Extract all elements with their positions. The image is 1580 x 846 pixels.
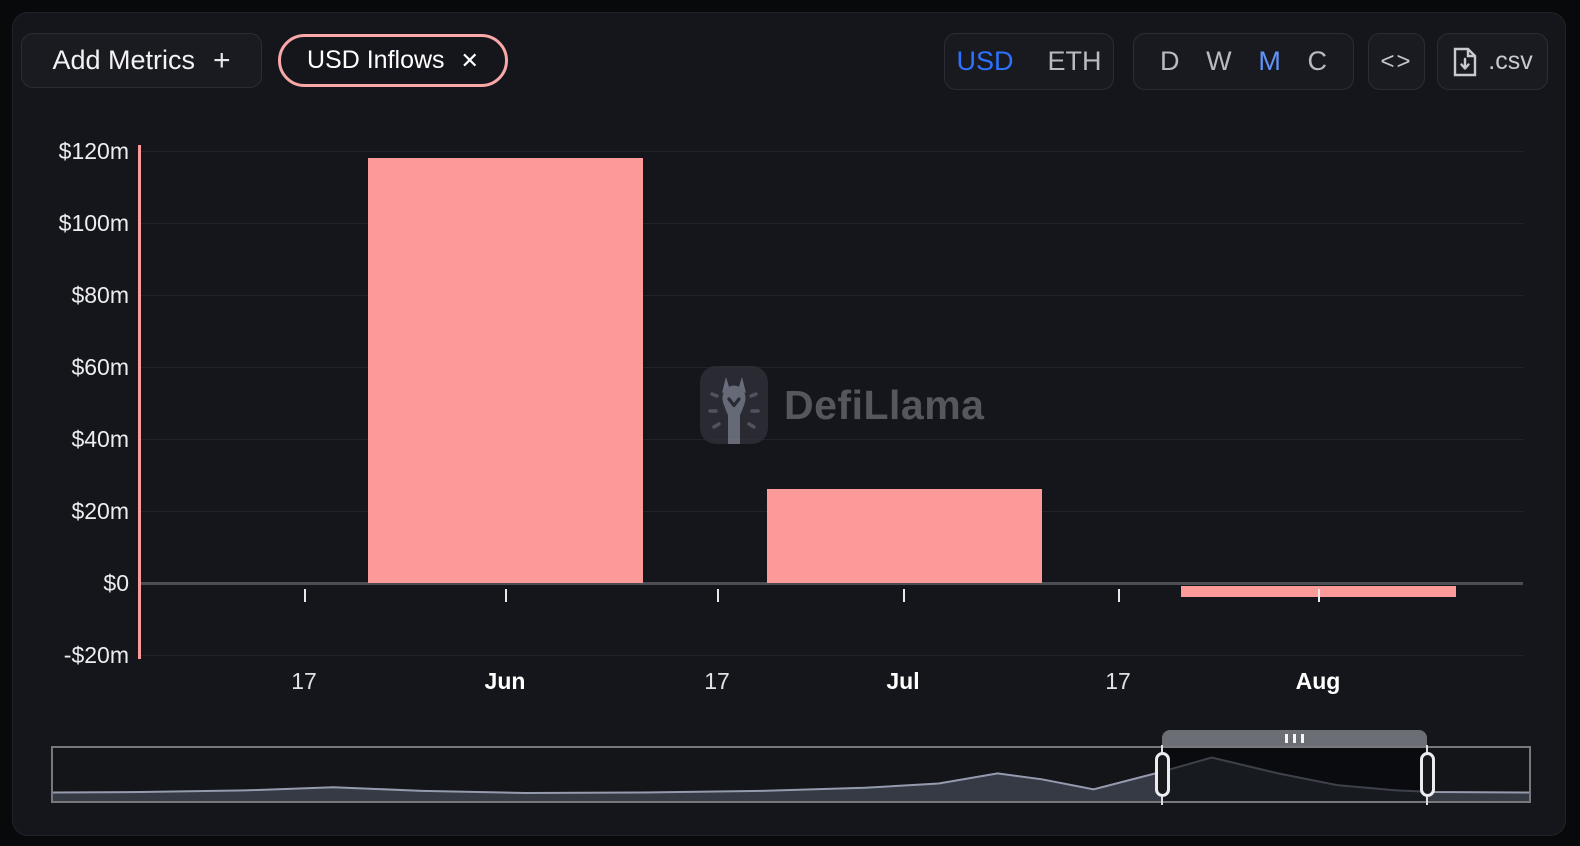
download-csv-button[interactable]: .csv (1437, 33, 1548, 90)
x-axis-label: 17 (704, 668, 730, 694)
metric-pill-label: USD Inflows (307, 46, 445, 74)
watermark-text: DefiLlama (784, 381, 985, 428)
watermark: DefiLlama (700, 366, 984, 444)
x-axis-tick (903, 589, 905, 602)
gridline (140, 655, 1523, 656)
y-axis-label: $0 (103, 570, 129, 596)
gridline (140, 151, 1523, 152)
y-axis-label: $120m (58, 138, 129, 164)
y-axis-label: $20m (71, 498, 129, 524)
datazoom-right-handle[interactable] (1419, 752, 1435, 797)
close-icon[interactable]: ✕ (460, 47, 479, 73)
y-axis-line (138, 145, 141, 659)
y-axis-label: $40m (71, 426, 129, 452)
y-axis-label: $80m (71, 282, 129, 308)
gridline (140, 367, 1523, 368)
interval-day-button[interactable]: D (1160, 46, 1180, 76)
datazoom-left-handle[interactable] (1154, 752, 1170, 797)
x-axis-label: Aug (1295, 668, 1341, 694)
interval-week-button[interactable]: W (1206, 46, 1232, 76)
metric-pill-usd-inflows[interactable]: USD Inflows ✕ (278, 34, 508, 87)
x-axis-tick (304, 589, 306, 602)
code-brackets-icon: <> (1380, 47, 1413, 75)
x-axis-label: Jun (484, 668, 526, 694)
currency-eth-button[interactable]: ETH (1047, 46, 1102, 76)
x-axis-tick (505, 589, 507, 602)
interval-cumulative-button[interactable]: C (1307, 46, 1328, 76)
x-axis-tick (1318, 589, 1320, 602)
bar-jun (367, 158, 643, 583)
gridline (140, 223, 1523, 224)
x-axis-tick (717, 589, 719, 602)
interval-month-button[interactable]: M (1258, 46, 1281, 76)
embed-code-button[interactable]: <> (1368, 33, 1425, 90)
bar-jul (766, 489, 1042, 583)
currency-toggle: USD ETH (944, 33, 1114, 90)
currency-usd-button[interactable]: USD (956, 46, 1014, 76)
x-axis-zero-line (140, 582, 1523, 585)
chart-panel (12, 12, 1566, 836)
x-axis-label: 17 (1105, 668, 1131, 694)
plus-icon: + (213, 43, 231, 77)
add-metrics-label: Add Metrics (52, 45, 195, 75)
x-axis-label: Jul (886, 668, 920, 694)
add-metrics-button[interactable]: Add Metrics + (21, 33, 262, 88)
y-axis-label: $100m (58, 210, 129, 236)
datazoom-navigator[interactable] (51, 746, 1531, 803)
navigator-minichart (52, 748, 1530, 801)
datazoom-move-handle[interactable] (1162, 730, 1428, 746)
defillama-logo-icon (700, 366, 768, 444)
gridline (140, 439, 1523, 440)
csv-label: .csv (1488, 47, 1533, 75)
y-axis-label: $60m (71, 354, 129, 380)
csv-file-download-icon (1452, 47, 1478, 77)
x-axis-tick (1118, 589, 1120, 602)
interval-toggle: D W M C (1133, 33, 1354, 90)
x-axis-label: 17 (291, 668, 317, 694)
gridline (140, 295, 1523, 296)
y-axis-label: -$20m (63, 642, 129, 668)
